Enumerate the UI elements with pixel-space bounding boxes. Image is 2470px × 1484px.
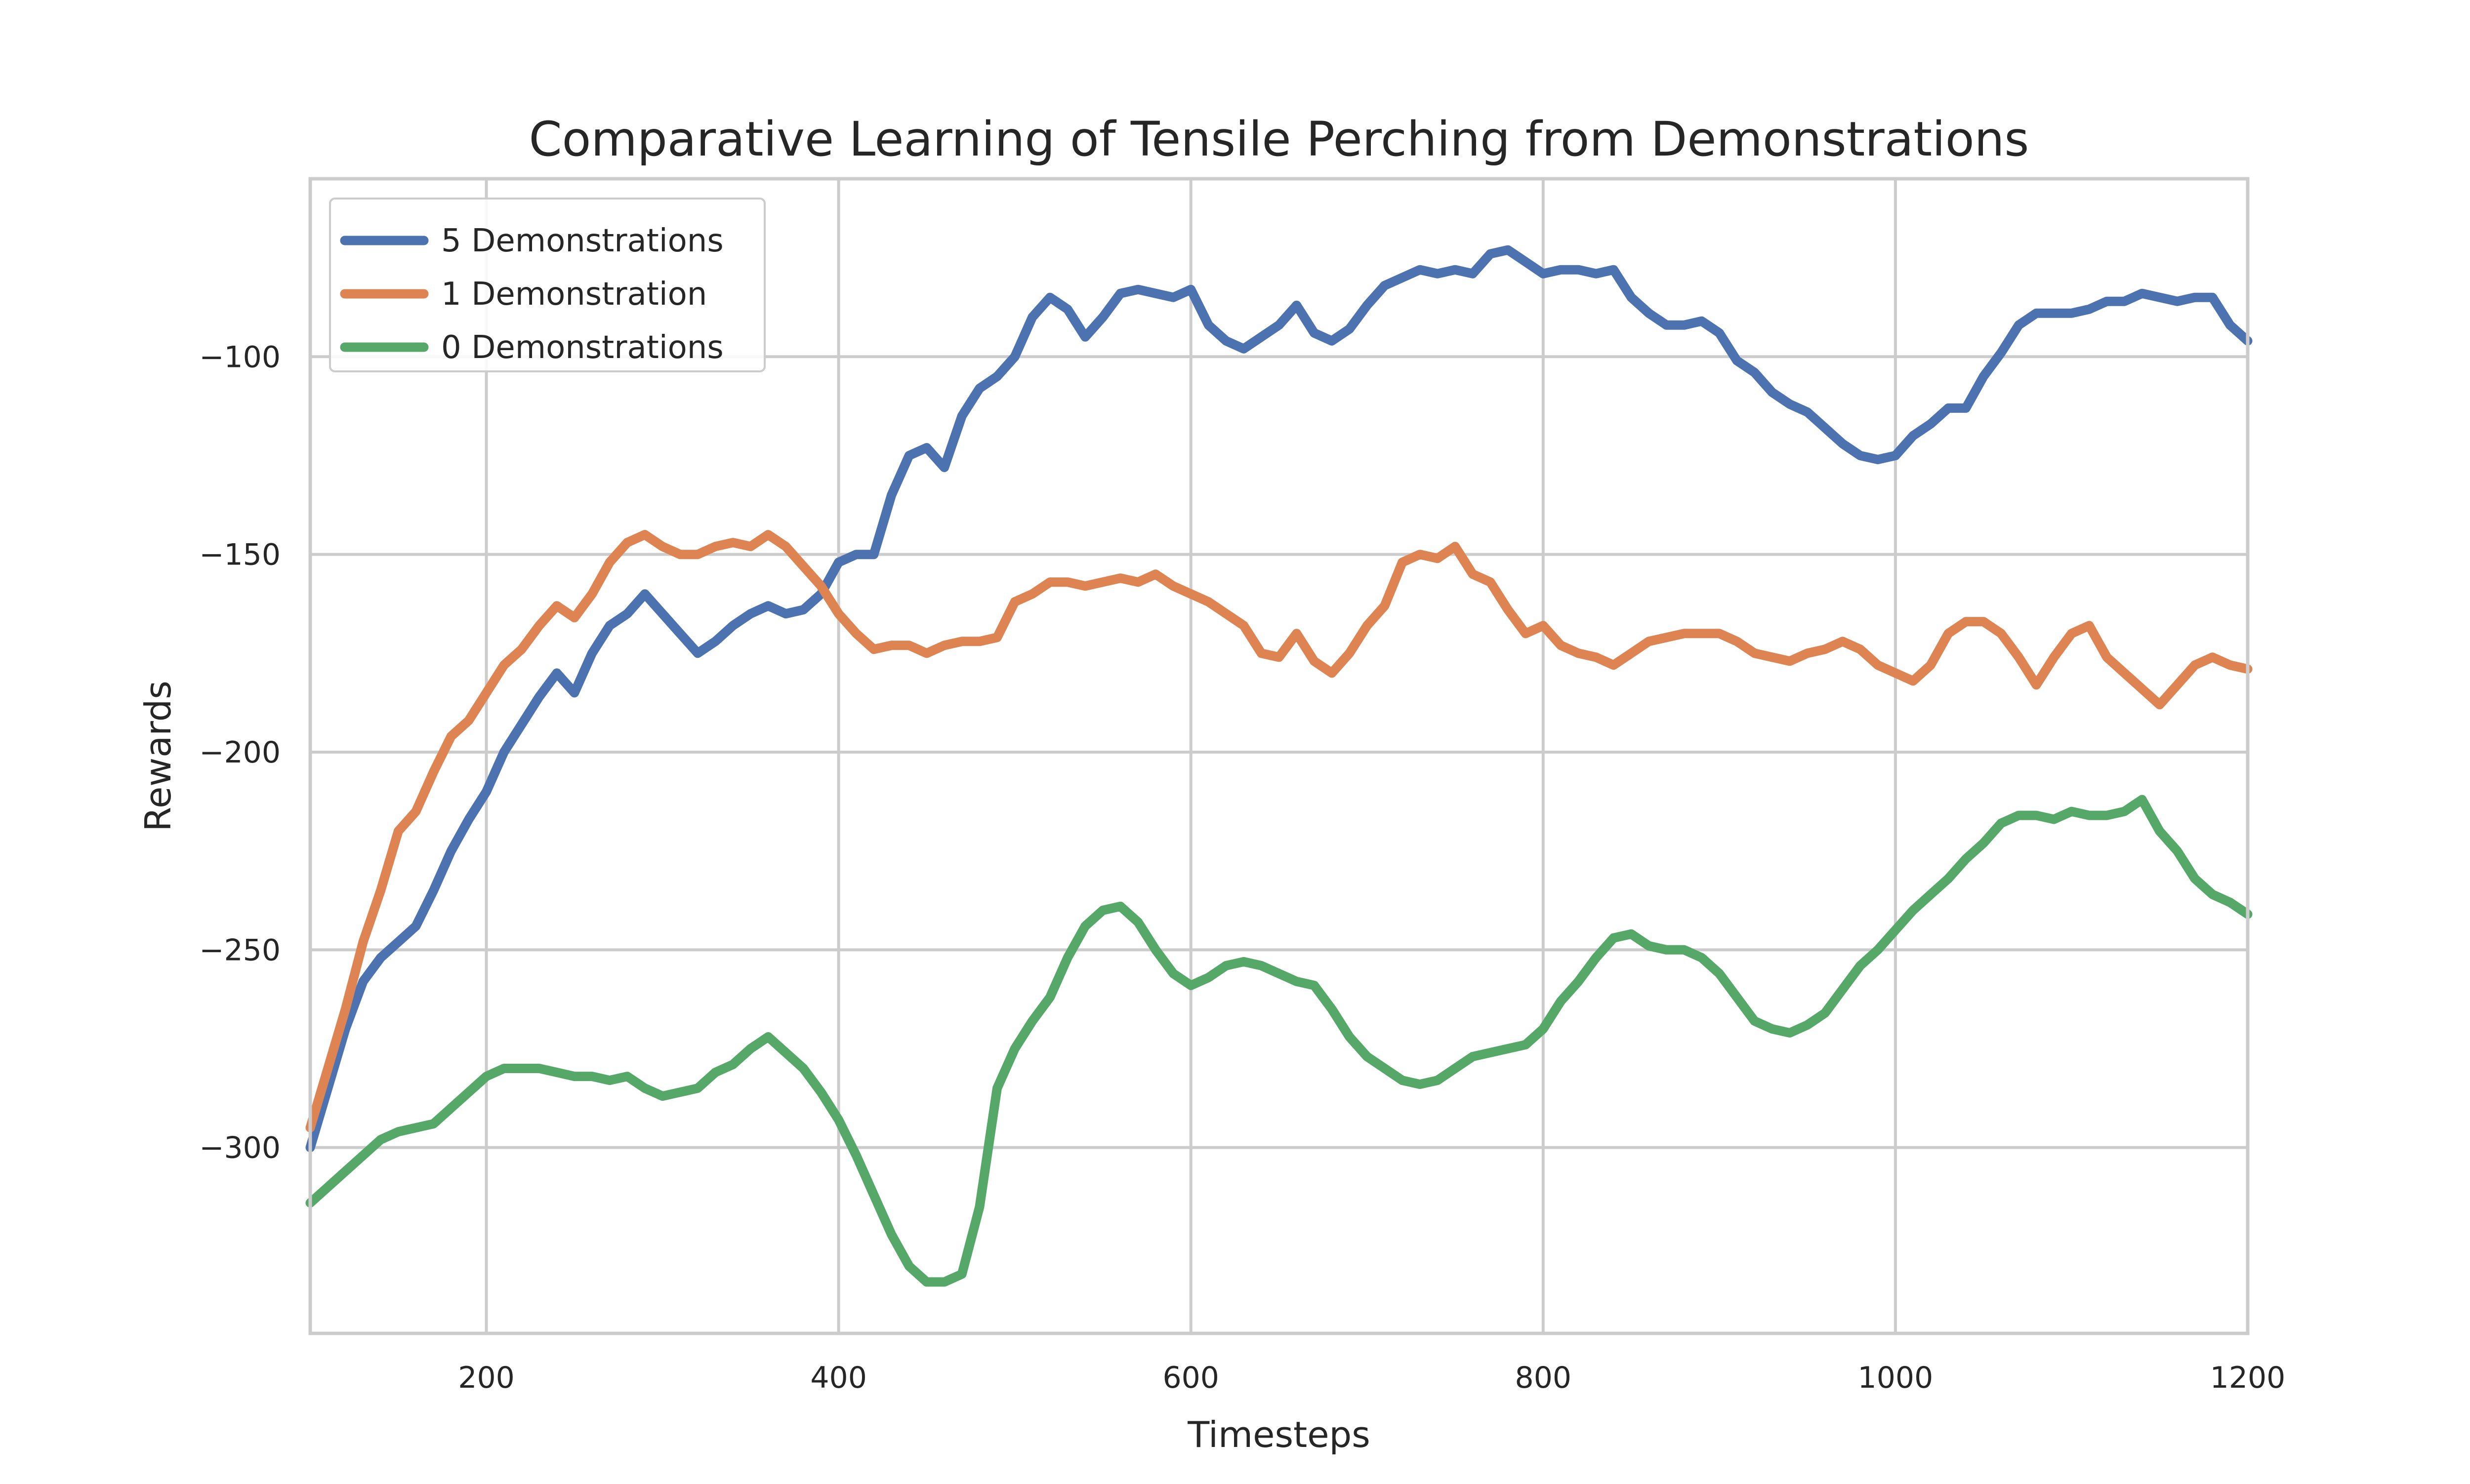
legend-label-0: 5 Demonstrations xyxy=(441,223,724,259)
y-tick-label: −100 xyxy=(199,340,281,374)
y-tick-label: −200 xyxy=(199,735,281,770)
y-tick-label: −250 xyxy=(199,933,281,967)
chart-title: Comparative Learning of Tensile Perching… xyxy=(529,112,2029,167)
y-axis-label: Rewards xyxy=(137,681,179,832)
legend-label-1: 1 Demonstration xyxy=(441,276,707,313)
x-axis-label: Timesteps xyxy=(1187,1414,1370,1455)
legend-items: 5 Demonstrations 1 Demonstration 0 Demonst… xyxy=(340,223,724,366)
grid xyxy=(310,179,2249,1333)
tick-labels: 200 400 600 800 1000 1200 −300 −250 −200 −150 −100 xyxy=(199,340,2285,1395)
x-tick-label: 200 xyxy=(458,1361,515,1395)
y-tick-label: −150 xyxy=(199,538,281,572)
series-line-0 xyxy=(305,245,2253,1153)
x-tick-label: 600 xyxy=(1162,1361,1219,1395)
x-tick-label: 1200 xyxy=(2210,1361,2286,1395)
series-line-2 xyxy=(305,795,2253,1287)
y-tick-label: −300 xyxy=(199,1131,281,1165)
series-line-1 xyxy=(305,530,2253,1133)
legend-label-2: 0 Demonstrations xyxy=(441,329,724,366)
legend-box xyxy=(329,198,766,372)
series-lines xyxy=(305,245,2253,1287)
x-tick-label: 800 xyxy=(1515,1361,1572,1395)
legend: 5 Demonstrations 1 Demonstration 0 Demonst… xyxy=(329,198,766,372)
x-tick-label: 400 xyxy=(810,1361,867,1395)
x-tick-label: 1000 xyxy=(1858,1361,1934,1395)
plot-frame xyxy=(308,177,2250,1335)
